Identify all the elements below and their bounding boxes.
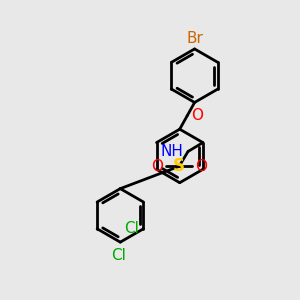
Text: O: O bbox=[196, 159, 208, 174]
Text: Cl: Cl bbox=[124, 221, 139, 236]
Text: NH: NH bbox=[161, 144, 184, 159]
Text: Cl: Cl bbox=[111, 248, 126, 263]
Text: O: O bbox=[192, 108, 204, 123]
Text: O: O bbox=[151, 159, 163, 174]
Text: S: S bbox=[173, 157, 185, 175]
Text: Br: Br bbox=[186, 31, 203, 46]
